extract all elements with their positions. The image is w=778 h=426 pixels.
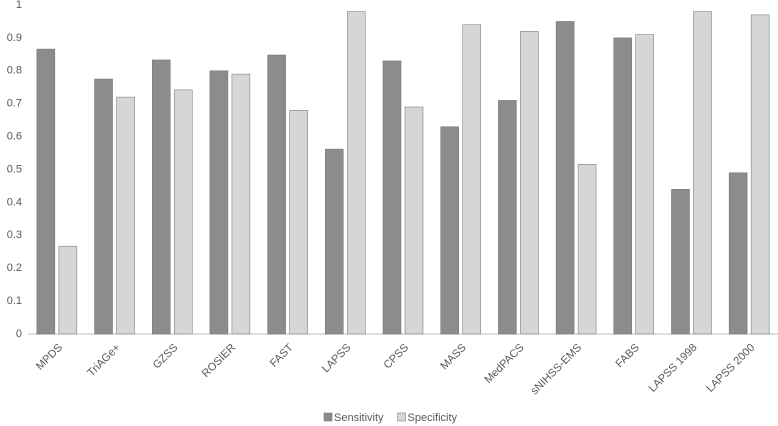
- bar: [404, 106, 424, 335]
- bar: [693, 11, 712, 335]
- bar: [440, 126, 459, 335]
- bar: [231, 73, 251, 335]
- bar: [173, 89, 193, 335]
- x-tick-label: FAST: [268, 341, 296, 369]
- bar: [382, 60, 402, 335]
- y-tick-label: 0.8: [7, 65, 22, 77]
- legend-label: Sensitivity: [334, 412, 384, 424]
- y-tick-label: 0.5: [7, 163, 22, 175]
- bar: [347, 11, 366, 335]
- bar: [498, 100, 517, 335]
- bar: [613, 37, 633, 335]
- x-tick-label: TriAGe+: [85, 342, 122, 379]
- x-tick-label: CPSS: [381, 342, 411, 372]
- bar: [58, 245, 78, 335]
- x-tick-label: LAPSS 2000: [704, 342, 757, 395]
- bar: [325, 148, 344, 335]
- x-tick-label: LAPSS 1998: [647, 342, 700, 395]
- x-tick-label: sNIHSS-EMS: [529, 342, 585, 398]
- y-tick-label: 0.1: [7, 295, 22, 307]
- bar: [750, 14, 770, 335]
- legend-swatch: [323, 412, 333, 422]
- x-tick-label: MedPACS: [482, 342, 526, 386]
- bar: [209, 70, 229, 335]
- bar: [728, 172, 748, 335]
- bar: [671, 188, 690, 335]
- x-tick-label: MASS: [438, 342, 469, 373]
- bar: [267, 54, 286, 335]
- x-tick-label: LAPSS: [320, 342, 354, 376]
- y-tick-label: 0: [16, 328, 22, 340]
- x-tick-label: ROSIER: [200, 342, 238, 380]
- y-tick-label: 0.7: [7, 98, 22, 110]
- legend-label: Specificity: [408, 412, 458, 424]
- bar: [36, 48, 56, 335]
- x-tick-label: GZSS: [151, 342, 181, 372]
- bar: [520, 31, 539, 335]
- legend-swatch: [397, 412, 406, 422]
- bar: [462, 24, 481, 335]
- y-tick-label: 0.9: [7, 32, 22, 44]
- bar: [116, 96, 135, 335]
- y-tick-label: 1: [16, 0, 22, 11]
- y-tick-label: 0.2: [7, 262, 22, 274]
- y-tick-label: 0.4: [7, 196, 22, 208]
- bar: [555, 21, 575, 335]
- x-tick-label: FABS: [614, 342, 642, 370]
- bar: [94, 78, 113, 335]
- x-tick-label: MPDS: [34, 342, 65, 373]
- bar: [151, 59, 171, 335]
- bar: [289, 110, 308, 335]
- y-tick-label: 0.6: [7, 131, 22, 143]
- y-tick-label: 0.3: [7, 229, 22, 241]
- bar: [635, 34, 655, 335]
- bar: [577, 163, 597, 335]
